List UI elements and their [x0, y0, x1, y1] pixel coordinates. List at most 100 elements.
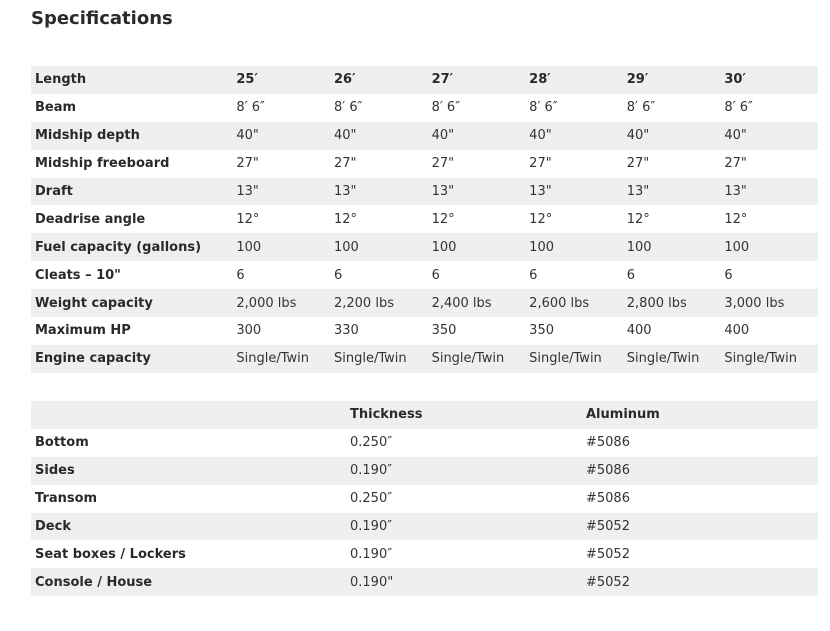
table-row: Engine capacity Single/Twin Single/Twin Sin…	[31, 344, 818, 373]
table-cell: Aluminum	[586, 407, 660, 423]
table-cell: #5086	[586, 463, 630, 479]
table-row: Transom 0.250″ #5086	[31, 485, 818, 513]
table-cell: 8′ 6″	[529, 100, 558, 116]
table-cell: 12°	[236, 211, 260, 227]
table-row: Seat boxes / Lockers 0.190″ #5052	[31, 540, 818, 568]
table-cell: 29′	[626, 72, 649, 88]
table-cell: 13"	[626, 184, 650, 199]
table-cell: 0.190″	[350, 546, 393, 562]
row-label: Beam	[35, 100, 77, 116]
table-cell: Single/Twin	[431, 351, 505, 367]
specifications-table: Length 25′ 26′ 27′ 28′ 29′ 30′ Beam 8′ 6″ 8′ 6″ 8′…	[31, 66, 818, 373]
table-cell: 2,600 lbs	[529, 295, 590, 311]
table-cell: 0.190″	[350, 463, 393, 479]
row-label: Midship freeboard	[35, 156, 170, 172]
table-row: Maximum HP 300 330 350 350 400 400	[31, 317, 818, 345]
table-cell: 40"	[333, 128, 357, 144]
table-cell: 6	[529, 267, 538, 283]
table-cell: Single/Twin	[529, 351, 602, 367]
table-cell: 350	[431, 323, 457, 339]
page-title: Specifications	[31, 8, 173, 29]
table-cell: Single/Twin	[236, 351, 310, 367]
table-cell: 400	[626, 323, 652, 339]
table-cell: 6	[724, 267, 733, 283]
table-cell: 13"	[431, 184, 455, 199]
table-row: Sides 0.190″ #5086	[31, 456, 818, 485]
table-cell: 40"	[724, 128, 747, 144]
table-cell: 40"	[626, 128, 650, 144]
table-cell: 300	[236, 323, 262, 339]
table-row: Deck 0.190″ #5052	[31, 512, 818, 541]
table-row: Midship depth 40" 40" 40" 40" 40" 40"	[31, 121, 818, 150]
row-label	[31, 401, 346, 429]
table-cell: 0.190″	[350, 519, 393, 534]
table-cell: 2,400 lbs	[431, 295, 492, 311]
table-cell: 0.190"	[350, 574, 394, 590]
table-cell: #5086	[586, 435, 630, 451]
table-row: Midship freeboard 27" 27" 27" 27" 27" 27"	[31, 150, 818, 178]
table-header-row: Length 25′ 26′ 27′ 28′ 29′ 30′	[31, 66, 818, 94]
table-cell: 27"	[236, 156, 259, 172]
table-cell: 26′	[333, 72, 356, 88]
table-cell: 27"	[724, 156, 747, 172]
table-cell: Single/Twin	[724, 351, 797, 367]
table-cell: 6	[333, 267, 343, 283]
table-cell: 40"	[431, 128, 455, 144]
table-header-row: Thickness Aluminum	[31, 401, 818, 429]
row-label: Cleats – 10"	[35, 267, 121, 283]
table-cell: 2,200 lbs	[333, 295, 394, 311]
row-label: Draft	[35, 184, 73, 199]
table-cell: 330	[333, 323, 359, 339]
table-row: Cleats – 10" 6 6 6 6 6 6	[31, 261, 818, 289]
row-label: Midship depth	[35, 128, 140, 144]
table-cell: 12°	[626, 211, 650, 227]
table-cell: 6	[236, 267, 245, 283]
table-row: Console / House 0.190" #5052	[31, 568, 818, 597]
row-label: Weight capacity	[35, 295, 153, 311]
table-cell: 100	[333, 239, 359, 255]
table-cell: 8′ 6″	[333, 100, 363, 116]
table-cell: #5052	[586, 574, 630, 590]
table-cell: Single/Twin	[626, 351, 700, 367]
row-label: Maximum HP	[35, 323, 131, 339]
table-cell: 0.250″	[350, 491, 393, 507]
table-cell: #5052	[586, 546, 630, 562]
table-cell: 100	[626, 239, 652, 255]
table-cell: 8′ 6″	[236, 100, 265, 116]
table-cell: 30′	[724, 72, 746, 88]
table-row: Weight capacity 2,000 lbs 2,200 lbs 2,400 l…	[31, 289, 818, 318]
table-cell: 6	[431, 267, 440, 283]
table-cell: 3,000 lbs	[724, 295, 785, 311]
table-cell: 13"	[529, 184, 552, 199]
table-cell: 2,800 lbs	[626, 295, 687, 311]
table-cell: 25′	[236, 72, 258, 88]
table-cell: #5052	[586, 519, 630, 534]
table-cell: 0.250″	[350, 435, 393, 451]
row-label: Console / House	[35, 574, 153, 590]
table-cell: 100	[431, 239, 457, 255]
table-row: Fuel capacity (gallons) 100 100 100 100 100 10…	[31, 233, 818, 262]
table-cell: 28′	[529, 72, 551, 88]
table-cell: 12°	[333, 211, 358, 227]
table-cell: 27"	[626, 156, 650, 172]
row-label: Engine capacity	[35, 351, 151, 367]
table-cell: 27"	[431, 156, 455, 172]
table-cell: 27"	[529, 156, 552, 172]
table-cell: 8′ 6″	[431, 100, 461, 116]
row-label: Seat boxes / Lockers	[35, 546, 186, 562]
table-row: Draft 13" 13" 13" 13" 13" 13"	[31, 177, 818, 206]
table-cell: 13"	[333, 184, 357, 199]
table-cell: 12°	[724, 211, 748, 227]
row-label: Deck	[35, 519, 71, 534]
table-cell: Single/Twin	[333, 351, 407, 367]
row-label: Transom	[35, 491, 98, 507]
table-cell: 8′ 6″	[724, 100, 753, 116]
table-cell: 2,000 lbs	[236, 295, 297, 311]
table-cell: 6	[626, 267, 636, 283]
row-label: Length	[35, 72, 87, 88]
table-cell: 27"	[333, 156, 357, 172]
row-label: Bottom	[35, 435, 89, 451]
table-row: Beam 8′ 6″ 8′ 6″ 8′ 6″ 8′ 6″ 8′ 6″ 8′ 6″	[31, 94, 818, 122]
row-label: Fuel capacity (gallons)	[35, 239, 202, 255]
materials-table: Thickness Aluminum Bottom 0.250″ #5086 Sides 0…	[31, 401, 818, 597]
